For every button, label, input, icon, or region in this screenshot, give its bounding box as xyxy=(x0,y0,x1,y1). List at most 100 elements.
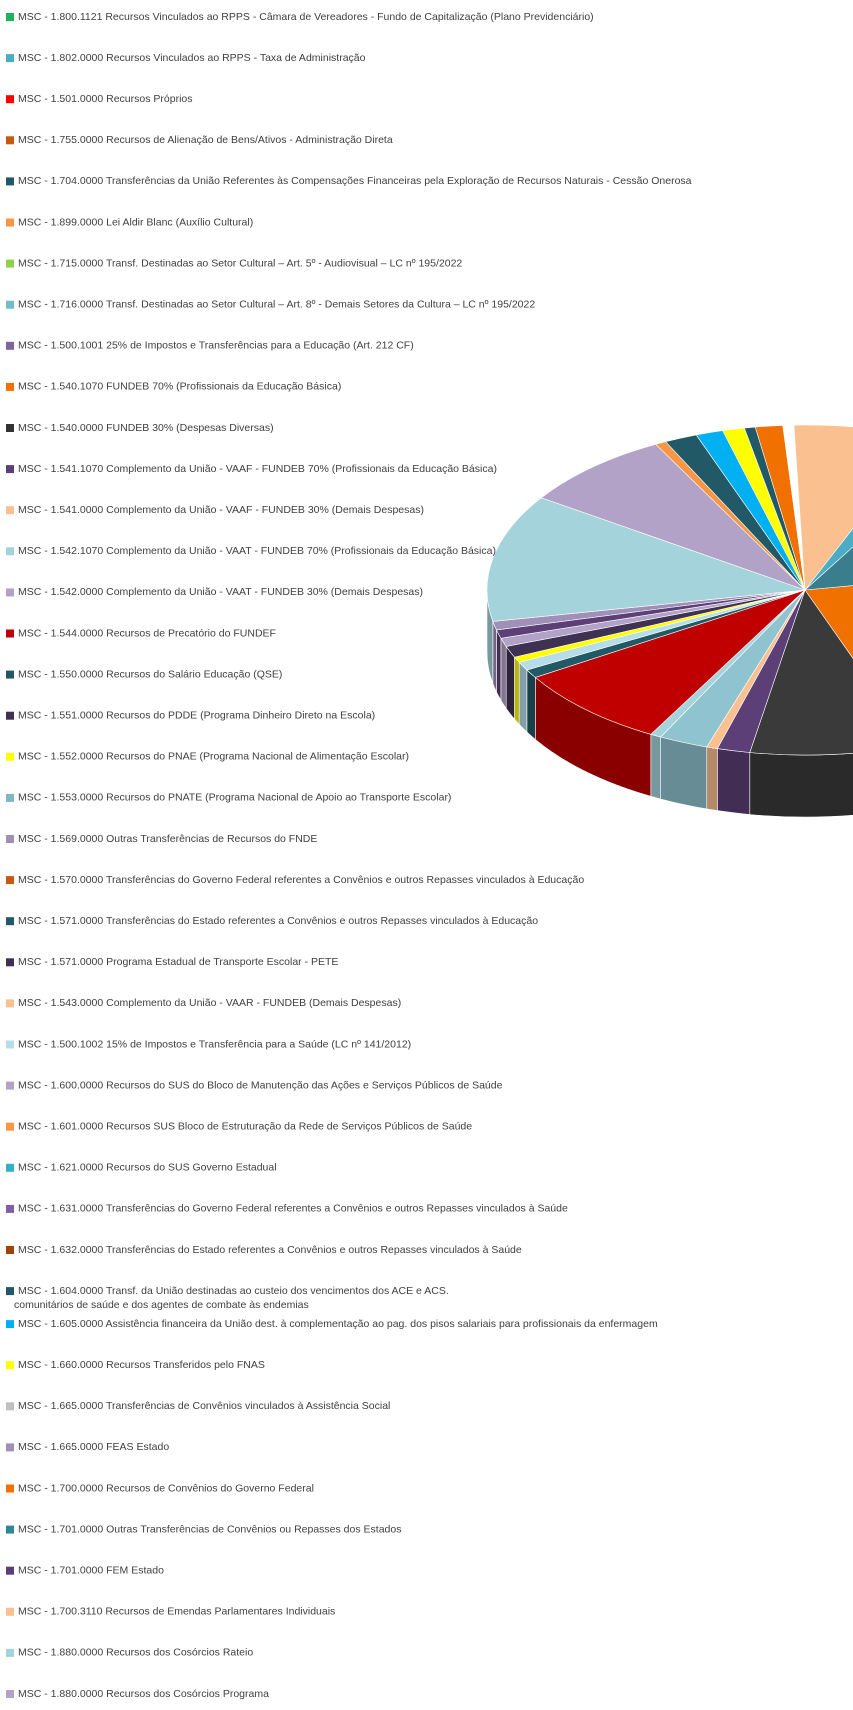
legend-label: MSC - 1.552.0000 Recursos do PNAE (Progr… xyxy=(18,751,409,763)
legend-label: MSC - 1.605.0000 Assistência financeira … xyxy=(18,1318,658,1330)
legend-swatch xyxy=(6,588,14,597)
legend-swatch xyxy=(6,506,14,515)
pie-slice xyxy=(804,527,853,591)
legend-swatch xyxy=(6,917,14,926)
legend-label: MSC - 1.540.0000 FUNDEB 30% (Despesas Di… xyxy=(18,422,274,434)
legend-label: MSC - 1.701.0000 FEM Estado xyxy=(18,1564,164,1576)
legend-label: MSC - 1.600.0000 Recursos do SUS do Bloc… xyxy=(18,1079,503,1091)
legend-label-continuation: comunitários de saúde e dos agentes de c… xyxy=(14,1299,309,1311)
legend-swatch xyxy=(6,382,14,391)
legend-label: MSC - 1.570.0000 Transferências do Gover… xyxy=(18,874,584,886)
legend-swatch xyxy=(6,1607,14,1616)
legend-swatch xyxy=(6,835,14,843)
legend-label: MSC - 1.542.0000 Complemento da União - … xyxy=(18,586,423,598)
legend-swatch xyxy=(6,1361,14,1370)
legend-swatch xyxy=(6,1320,14,1329)
legend-label: MSC - 1.601.0000 Recursos SUS Bloco de E… xyxy=(18,1120,472,1132)
legend-swatch xyxy=(6,13,14,21)
pie-side xyxy=(505,645,515,720)
legend-swatch xyxy=(6,1204,14,1213)
legend-swatch xyxy=(6,1443,14,1452)
legend-swatch xyxy=(6,547,14,556)
legend-label: MSC - 1.551.0000 Recursos do PDDE (Progr… xyxy=(18,709,375,721)
legend-swatch xyxy=(6,1040,14,1049)
pie-side xyxy=(706,746,718,811)
legend-label: MSC - 1.541.1070 Complemento da União - … xyxy=(18,463,497,475)
legend-label: MSC - 1.715.0000 Transf. Destinadas ao S… xyxy=(18,257,462,269)
legend-swatch xyxy=(6,95,14,104)
legend-label: MSC - 1.500.1001 25% de Impostos e Trans… xyxy=(18,340,414,352)
legend-swatch xyxy=(6,1525,14,1534)
legend-label: MSC - 1.571.0000 Programa Estadual de Tr… xyxy=(18,956,338,968)
legend-label: MSC - 1.553.0000 Recursos do PNATE (Prog… xyxy=(18,792,451,804)
legend-label: MSC - 1.700.3110 Recursos de Emendas Par… xyxy=(18,1606,335,1618)
pie-chart xyxy=(486,424,853,818)
legend-label: MSC - 1.569.0000 Outras Transferências d… xyxy=(18,833,317,845)
legend-swatch xyxy=(6,259,14,268)
legend-swatch xyxy=(6,1566,14,1575)
legend-label: MSC - 1.704.0000 Transferências da União… xyxy=(18,175,692,187)
legend-label: MSC - 1.544.0000 Recursos de Precatório … xyxy=(18,627,276,639)
pie-slice xyxy=(749,589,853,756)
legend-label: MSC - 1.700.0000 Recursos de Convênios d… xyxy=(18,1482,314,1494)
legend-label: MSC - 1.631.0000 Transferências do Gover… xyxy=(18,1203,568,1215)
legend-swatch xyxy=(6,341,14,350)
legend-swatch xyxy=(6,1402,14,1411)
legend-label: MSC - 1.632.0000 Transferências do Estad… xyxy=(18,1244,522,1256)
legend-label: MSC - 1.880.0000 Recursos dos Cosórcios … xyxy=(18,1647,253,1659)
legend-label: MSC - 1.621.0000 Recursos do SUS Governo… xyxy=(18,1162,277,1174)
pie-side xyxy=(492,621,497,693)
pie-side xyxy=(650,733,661,800)
pie-side xyxy=(500,637,507,710)
legend-label: MSC - 1.802.0000 Recursos Vinculados ao … xyxy=(18,52,366,64)
legend-swatch xyxy=(6,999,14,1008)
legend-swatch xyxy=(6,1648,14,1657)
legend-swatch xyxy=(6,177,14,186)
legend-label: MSC - 1.500.1002 15% de Impostos e Trans… xyxy=(18,1038,411,1050)
legend-swatch xyxy=(6,136,14,145)
legend-swatch xyxy=(6,54,14,63)
pie-slice xyxy=(534,589,806,735)
legend-swatch xyxy=(6,793,14,802)
legend-label: MSC - 1.604.0000 Transf. da União destin… xyxy=(18,1285,449,1297)
pie-side xyxy=(518,661,528,733)
legend: MSC - 1.800.1121 Recursos Vinculados ao … xyxy=(6,11,692,1700)
legend-swatch xyxy=(6,465,14,474)
legend-swatch xyxy=(6,1246,14,1254)
legend-swatch xyxy=(6,958,14,967)
legend-swatch xyxy=(6,752,14,761)
legend-label: MSC - 1.540.1070 FUNDEB 70% (Profissiona… xyxy=(18,381,341,393)
pie-slice xyxy=(793,424,853,591)
pie-side xyxy=(749,752,853,818)
legend-label: MSC - 1.501.0000 Recursos Próprios xyxy=(18,93,193,105)
legend-swatch xyxy=(6,1122,14,1131)
pie-side xyxy=(660,736,708,810)
legend-label: MSC - 1.755.0000 Recursos de Alienação d… xyxy=(18,134,393,146)
legend-label: MSC - 1.880.0000 Recursos dos Cosórcios … xyxy=(18,1688,269,1700)
legend-label: MSC - 1.542.1070 Complemento da União - … xyxy=(18,545,496,557)
legend-label: MSC - 1.571.0000 Transferências do Estad… xyxy=(18,915,538,927)
legend-swatch xyxy=(6,1163,14,1172)
legend-swatch xyxy=(6,1690,14,1698)
legend-swatch xyxy=(6,1287,14,1296)
legend-label: MSC - 1.701.0000 Outras Transferências d… xyxy=(18,1523,401,1535)
legend-label: MSC - 1.550.0000 Recursos do Salário Edu… xyxy=(18,668,282,680)
legend-label: MSC - 1.660.0000 Recursos Transferidos p… xyxy=(18,1359,265,1371)
pie-slice xyxy=(486,497,806,622)
legend-swatch xyxy=(6,711,14,720)
pie-side xyxy=(526,669,536,741)
pie-side xyxy=(514,656,520,726)
pie-slice xyxy=(540,443,806,591)
legend-label: MSC - 1.716.0000 Transf. Destinadas ao S… xyxy=(18,298,535,310)
pie-slice xyxy=(804,546,853,591)
legend-label: MSC - 1.665.0000 Transferências de Convê… xyxy=(18,1400,390,1412)
legend-label: MSC - 1.543.0000 Complemento da União - … xyxy=(18,997,401,1009)
legend-label: MSC - 1.665.0000 FEAS Estado xyxy=(18,1441,169,1453)
legend-swatch xyxy=(6,1484,14,1493)
legend-swatch xyxy=(6,424,14,432)
legend-label: MSC - 1.899.0000 Lei Aldir Blanc (Auxíli… xyxy=(18,216,253,228)
legend-swatch xyxy=(6,1081,14,1090)
legend-swatch xyxy=(6,876,14,885)
legend-swatch xyxy=(6,218,14,227)
